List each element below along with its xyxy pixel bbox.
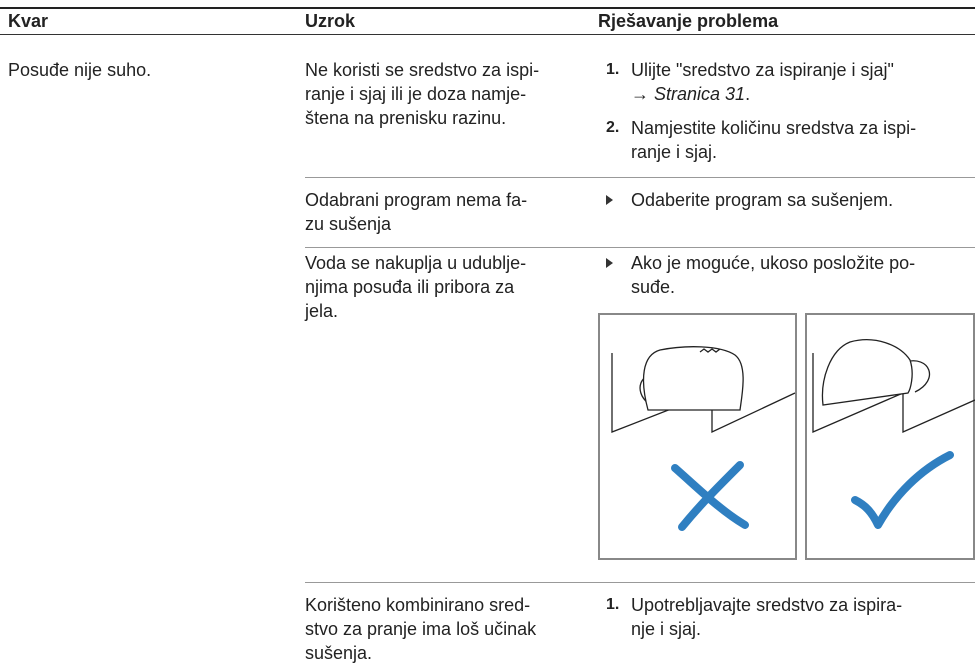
- column-header: Kvar: [8, 11, 49, 31]
- cause-line: zu sušenja: [305, 214, 392, 234]
- header-rule: [0, 34, 975, 35]
- page-link[interactable]: Stranica 31: [654, 84, 746, 104]
- check-icon: [851, 451, 954, 529]
- cause-line: jela.: [305, 301, 339, 321]
- cause-line: Korišteno kombinirano sred-: [305, 595, 531, 615]
- column-header: Uzrok: [305, 11, 356, 31]
- cause-line: Odabrani program nema fa-: [305, 190, 528, 210]
- cross-icon: [671, 461, 749, 531]
- bullet-line: Ako je moguće, ukoso posložite po-: [631, 253, 916, 273]
- cause-line: štena na prenisku razinu.: [305, 108, 507, 128]
- fault: Posuđe nije suho.: [8, 60, 152, 80]
- reference: → Stranica 31.: [631, 82, 750, 106]
- right-placement: [812, 339, 975, 434]
- step-line: nje i sjaj.: [631, 619, 702, 639]
- column-header: Rješavanje problema: [598, 11, 779, 31]
- top-rule: [0, 7, 975, 9]
- bullet: [606, 195, 613, 205]
- image-frame: [805, 313, 975, 560]
- cause-line: sušenja.: [305, 643, 373, 663]
- image-frame: [598, 313, 797, 560]
- bullet: [606, 258, 613, 268]
- step-line: ranje i sjaj.: [631, 142, 718, 162]
- cause-line: Ne koristi se sredstvo za ispi-: [305, 60, 540, 80]
- row-rule: [305, 177, 975, 178]
- step-number: 1.: [606, 61, 620, 78]
- step-number: 2.: [606, 119, 620, 136]
- punctuation: .: [745, 84, 751, 104]
- cause-line: ranje i sjaj ili je doza namje-: [305, 84, 527, 104]
- cause-line: stvo za pranje ima loš učinak: [305, 619, 537, 639]
- step-number: 1.: [606, 596, 620, 613]
- cause-line: njima posuđa ili pribora za: [305, 277, 515, 297]
- step-line: Upotrebljavajte sredstvo za ispira-: [631, 595, 903, 615]
- arrow: →: [631, 84, 649, 104]
- bullet-line: Odaberite program sa sušenjem.: [631, 190, 894, 210]
- row-rule: [305, 582, 975, 583]
- cause-line: Voda se nakuplja u udublje-: [305, 253, 527, 273]
- step-line: Ulijte "sredstvo za ispiranje i sjaj": [631, 60, 894, 80]
- step-line: Namjestite količinu sredstva za ispi-: [631, 118, 917, 138]
- row-rule: [305, 247, 975, 248]
- wrong-placement: [611, 346, 796, 434]
- bullet-line: suđe.: [631, 277, 676, 297]
